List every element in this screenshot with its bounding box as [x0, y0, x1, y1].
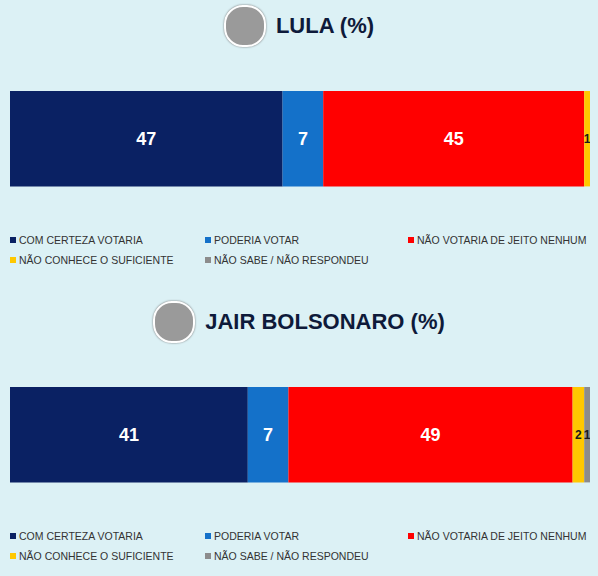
html-text:JAIR BOLSONARO (%): JAIR BOLSONARO (%): [205, 309, 445, 334]
html-text:LULA (%): LULA (%): [275, 13, 375, 38]
html-text:COM CERTEZA VOTARIA: COM CERTEZA VOTARIA: [19, 234, 143, 246]
html-text:NÃO SABE / NÃO RESPONDEU: NÃO SABE / NÃO RESPONDEU: [214, 254, 369, 266]
html-text:PODERIA VOTAR: PODERIA VOTAR: [214, 234, 299, 246]
svg-text:45: 45: [444, 129, 464, 149]
html-text:NÃO CONHECE O SUFICIENTE: NÃO CONHECE O SUFICIENTE: [19, 550, 174, 562]
html-text:NÃO SABE / NÃO RESPONDEU: NÃO SABE / NÃO RESPONDEU: [214, 550, 369, 562]
svg-text:41: 41: [119, 425, 139, 445]
html-text:PODERIA VOTAR: PODERIA VOTAR: [214, 530, 299, 542]
svg-text:49: 49: [420, 425, 440, 445]
svg-text:7: 7: [298, 129, 308, 149]
html-text:COM CERTEZA VOTARIA: COM CERTEZA VOTARIA: [19, 530, 143, 542]
html-text:NÃO CONHECE O SUFICIENTE: NÃO CONHECE O SUFICIENTE: [19, 254, 174, 266]
svg-text:1: 1: [584, 428, 590, 442]
svg-text:7: 7: [263, 425, 273, 445]
svg-text:1: 1: [584, 132, 590, 146]
html-text:NÃO VOTARIA DE JEITO NENHUM: NÃO VOTARIA DE JEITO NENHUM: [417, 530, 587, 542]
svg-text:47: 47: [136, 129, 156, 149]
html-text:NÃO VOTARIA DE JEITO NENHUM: NÃO VOTARIA DE JEITO NENHUM: [417, 234, 587, 246]
svg-text:2: 2: [575, 428, 582, 442]
